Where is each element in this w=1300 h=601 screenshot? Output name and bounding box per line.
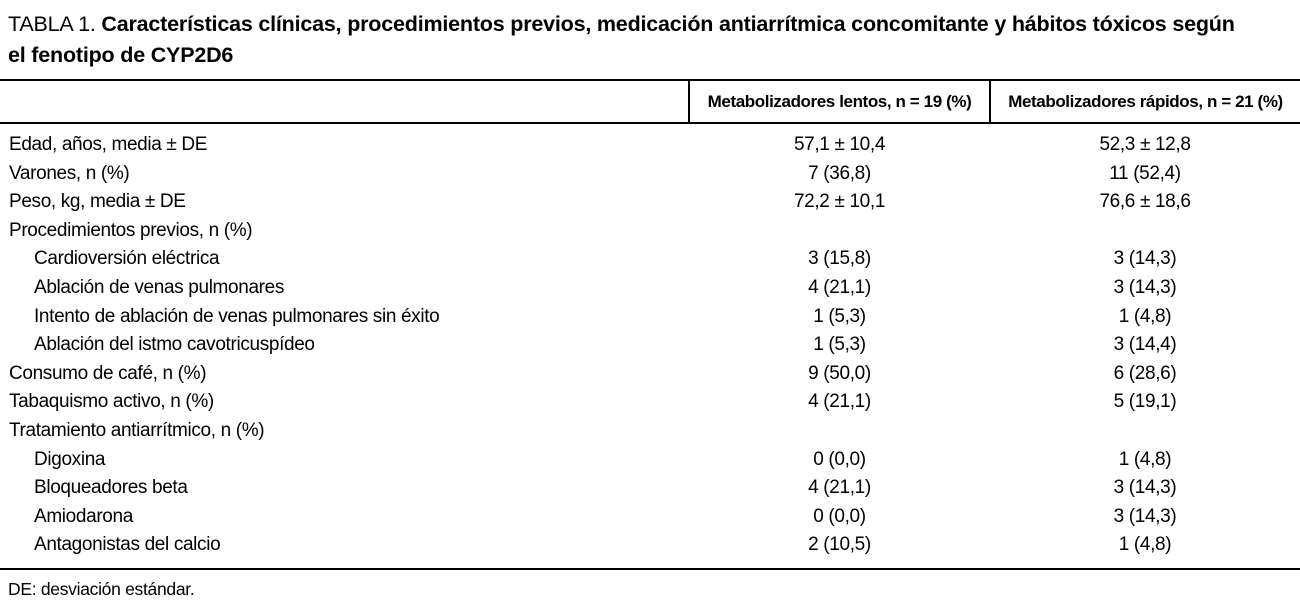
slow-value: 72,2 ± 10,1 <box>793 191 886 213</box>
table-row: Cardioversión eléctrica 3 (15,8) 3 (14,3… <box>0 245 1300 274</box>
row-label: Ablación de venas pulmonares <box>34 276 285 298</box>
table-row: Amiodarona 0 (0,0) 3 (14,3) <box>0 503 1300 532</box>
header-empty-cell <box>0 79 689 124</box>
fast-value: 3 (14,3) <box>1113 477 1177 499</box>
table-row: Ablación de venas pulmonares 4 (21,1) 3 … <box>0 274 1300 303</box>
row-label: Ablación del istmo cavotricuspídeo <box>34 334 315 356</box>
table-body: Edad, años, media ± DE 57,1 ± 10,4 52,3 … <box>0 123 1300 569</box>
table-row: Intento de ablación de venas pulmonares … <box>0 303 1300 332</box>
fast-value <box>990 417 1300 446</box>
table-row: Tabaquismo activo, n (%) 4 (21,1) 5 (19,… <box>0 388 1300 417</box>
slow-value: 4 (21,1) <box>808 477 871 499</box>
table-row: Tratamiento antiarrítmico, n (%) <box>0 417 1300 446</box>
row-label: Varones, n (%) <box>9 162 130 184</box>
table-row: Procedimientos previos, n (%) <box>0 217 1300 246</box>
table-row: Edad, años, media ± DE 57,1 ± 10,4 52,3 … <box>0 123 1300 160</box>
table-title: TABLA 1. Características clínicas, proce… <box>0 0 1258 71</box>
fast-value: 52,3 ± 12,8 <box>1099 134 1191 155</box>
slow-value: 3 (15,8) <box>808 248 871 270</box>
row-label: Bloqueadores beta <box>34 477 188 499</box>
row-label: Antagonistas del calcio <box>34 534 221 556</box>
fast-value <box>990 217 1300 246</box>
fast-value: 3 (14,3) <box>1113 276 1177 298</box>
row-label: Tratamiento antiarrítmico, n (%) <box>9 419 265 441</box>
fast-value: 5 (19,1) <box>1113 391 1177 413</box>
slow-value: 0 (0,0) <box>813 448 866 470</box>
fast-value: 3 (14,4) <box>1113 334 1177 356</box>
slow-value: 9 (50,0) <box>808 362 871 384</box>
slow-value <box>689 217 990 246</box>
header-slow-metabolizers: Metabolizadores lentos, n = 19 (%) <box>688 79 990 124</box>
row-label: Tabaquismo activo, n (%) <box>9 391 214 413</box>
fast-value: 3 (14,3) <box>1113 248 1177 270</box>
slow-value: 4 (21,1) <box>808 391 871 413</box>
row-label: Amiodarona <box>34 505 133 527</box>
header-fast-metabolizers: Metabolizadores rápidos, n = 21 (%) <box>989 79 1300 124</box>
row-label: Intento de ablación de venas pulmonares … <box>34 305 440 327</box>
table-row: Bloqueadores beta 4 (21,1) 3 (14,3) <box>0 474 1300 503</box>
table-row: Consumo de café, n (%) 9 (50,0) 6 (28,6) <box>0 360 1300 389</box>
table-row: Peso, kg, media ± DE 72,2 ± 10,1 76,6 ± … <box>0 188 1300 217</box>
table-row: Ablación del istmo cavotricuspídeo 1 (5,… <box>0 331 1300 360</box>
fast-value: 3 (14,3) <box>1113 505 1177 527</box>
fast-value: 76,6 ± 18,6 <box>1099 191 1191 213</box>
slow-value: 7 (36,8) <box>808 162 871 184</box>
fast-value: 1 (4,8) <box>1118 448 1172 470</box>
fast-value: 1 (4,8) <box>1118 305 1172 327</box>
fast-value: 1 (4,8) <box>1118 534 1172 556</box>
row-label: Digoxina <box>34 448 106 470</box>
row-label: Procedimientos previos, n (%) <box>9 219 253 241</box>
table-number: TABLA 1. <box>8 12 102 36</box>
row-label: Edad, años, media ± DE <box>9 134 208 155</box>
slow-value: 57,1 ± 10,4 <box>793 134 886 155</box>
table-title-text: Características clínicas, procedimientos… <box>8 12 1235 67</box>
table-row: Digoxina 0 (0,0) 1 (4,8) <box>0 446 1300 475</box>
row-label: Peso, kg, media ± DE <box>9 191 186 213</box>
slow-value: 2 (10,5) <box>808 534 871 556</box>
slow-value: 0 (0,0) <box>813 505 866 527</box>
slow-value: 4 (21,1) <box>808 276 871 298</box>
header-row: Metabolizadores lentos, n = 19 (%) Metab… <box>0 79 1300 124</box>
table-row: Varones, n (%) 7 (36,8) 11 (52,4) <box>0 160 1300 189</box>
row-label: Consumo de café, n (%) <box>9 362 207 384</box>
fast-value: 6 (28,6) <box>1113 362 1177 384</box>
table-row: Antagonistas del calcio 2 (10,5) 1 (4,8) <box>0 531 1300 569</box>
slow-value: 1 (5,3) <box>813 305 866 327</box>
fast-value: 11 (52,4) <box>1109 162 1181 184</box>
table-footnote: DE: desviación estándar. <box>8 578 195 599</box>
table-header: Metabolizadores lentos, n = 19 (%) Metab… <box>0 79 1300 124</box>
characteristics-table: Metabolizadores lentos, n = 19 (%) Metab… <box>0 79 1300 570</box>
slow-value <box>689 417 990 446</box>
slow-value: 1 (5,3) <box>813 334 866 356</box>
row-label: Cardioversión eléctrica <box>34 248 220 270</box>
